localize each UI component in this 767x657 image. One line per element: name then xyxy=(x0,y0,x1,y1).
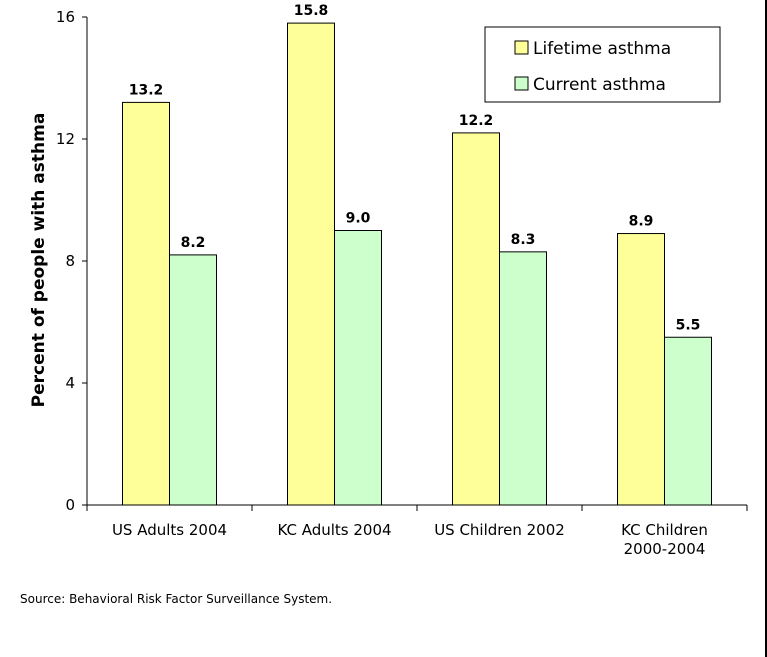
data-label: 5.5 xyxy=(676,317,701,333)
bar xyxy=(334,230,382,506)
category-label: 2000-2004 xyxy=(624,540,706,558)
category-label: US Children 2002 xyxy=(434,521,565,539)
bar xyxy=(452,132,500,506)
bars xyxy=(122,22,712,506)
legend-label: Current asthma xyxy=(533,75,666,95)
y-tick-label: 0 xyxy=(65,496,75,514)
data-label: 8.9 xyxy=(629,214,654,230)
category-label: KC Children xyxy=(621,521,708,539)
data-label: 12.2 xyxy=(459,113,494,129)
legend: Lifetime asthma Current asthma xyxy=(484,26,721,103)
legend-swatch xyxy=(514,40,529,55)
legend-swatch xyxy=(514,76,529,91)
bar xyxy=(617,233,665,506)
legend-label: Lifetime asthma xyxy=(533,39,671,59)
data-label: 8.3 xyxy=(511,232,536,248)
data-label: 8.2 xyxy=(181,235,206,251)
y-tick-label: 4 xyxy=(65,374,75,392)
source-note: Source: Behavioral Risk Factor Surveilla… xyxy=(20,592,333,606)
y-axis-label: Percent of people with asthma xyxy=(29,113,49,408)
data-label: 13.2 xyxy=(129,82,164,98)
category-label: US Adults 2004 xyxy=(112,521,227,539)
bar xyxy=(122,101,170,506)
data-labels: 13.2 8.2 15.8 9.0 12.2 8.3 8.9 5.5 xyxy=(129,3,701,333)
y-tick-label: 8 xyxy=(65,252,75,270)
frame-border xyxy=(765,0,767,657)
data-label: 15.8 xyxy=(294,3,329,19)
category-labels: US Adults 2004 KC Adults 2004 US Children … xyxy=(112,521,708,558)
bar xyxy=(169,254,217,506)
y-tick-label: 12 xyxy=(56,130,75,148)
bar xyxy=(287,22,335,506)
bar xyxy=(499,251,547,506)
data-label: 9.0 xyxy=(346,211,371,227)
category-label: KC Adults 2004 xyxy=(277,521,391,539)
bar xyxy=(664,336,712,506)
y-tick-label: 16 xyxy=(56,8,75,26)
